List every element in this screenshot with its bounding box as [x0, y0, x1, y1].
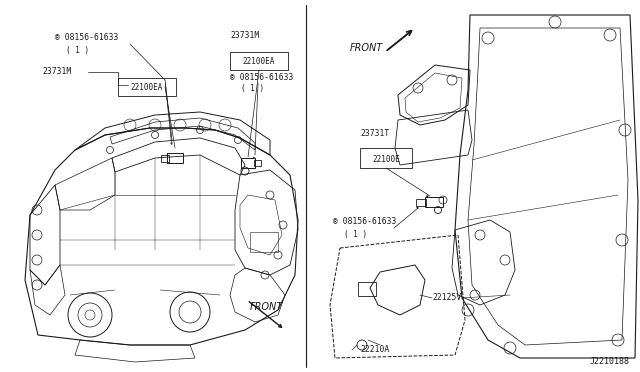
- Text: 22100EA: 22100EA: [131, 83, 163, 93]
- Text: 22210A: 22210A: [360, 346, 389, 355]
- Bar: [358, 282, 376, 296]
- Text: 23731M: 23731M: [230, 31, 259, 39]
- Text: FRONT: FRONT: [350, 43, 383, 53]
- Bar: [161, 155, 169, 162]
- Bar: [416, 199, 426, 206]
- Bar: [118, 78, 176, 96]
- Bar: [241, 158, 255, 168]
- Bar: [360, 148, 412, 168]
- Text: 22100EA: 22100EA: [243, 58, 275, 67]
- Text: 23731T: 23731T: [360, 128, 389, 138]
- Text: ® 08156-61633: ® 08156-61633: [333, 218, 396, 227]
- Text: J2210188: J2210188: [590, 357, 630, 366]
- Text: FRONT: FRONT: [250, 302, 284, 312]
- Text: ( 1 ): ( 1 ): [241, 84, 264, 93]
- Bar: [167, 153, 183, 163]
- Bar: [254, 160, 261, 166]
- Text: ® 08156-61633: ® 08156-61633: [230, 73, 293, 81]
- Bar: [230, 52, 288, 70]
- Bar: [250, 232, 278, 252]
- Text: 22125V: 22125V: [432, 294, 461, 302]
- Text: 22100E: 22100E: [372, 154, 400, 164]
- Text: ® 08156-61633: ® 08156-61633: [55, 33, 118, 42]
- Text: ( 1 ): ( 1 ): [66, 45, 89, 55]
- Text: 23731M: 23731M: [42, 67, 71, 77]
- Text: ( 1 ): ( 1 ): [344, 230, 367, 238]
- Bar: [425, 197, 443, 207]
